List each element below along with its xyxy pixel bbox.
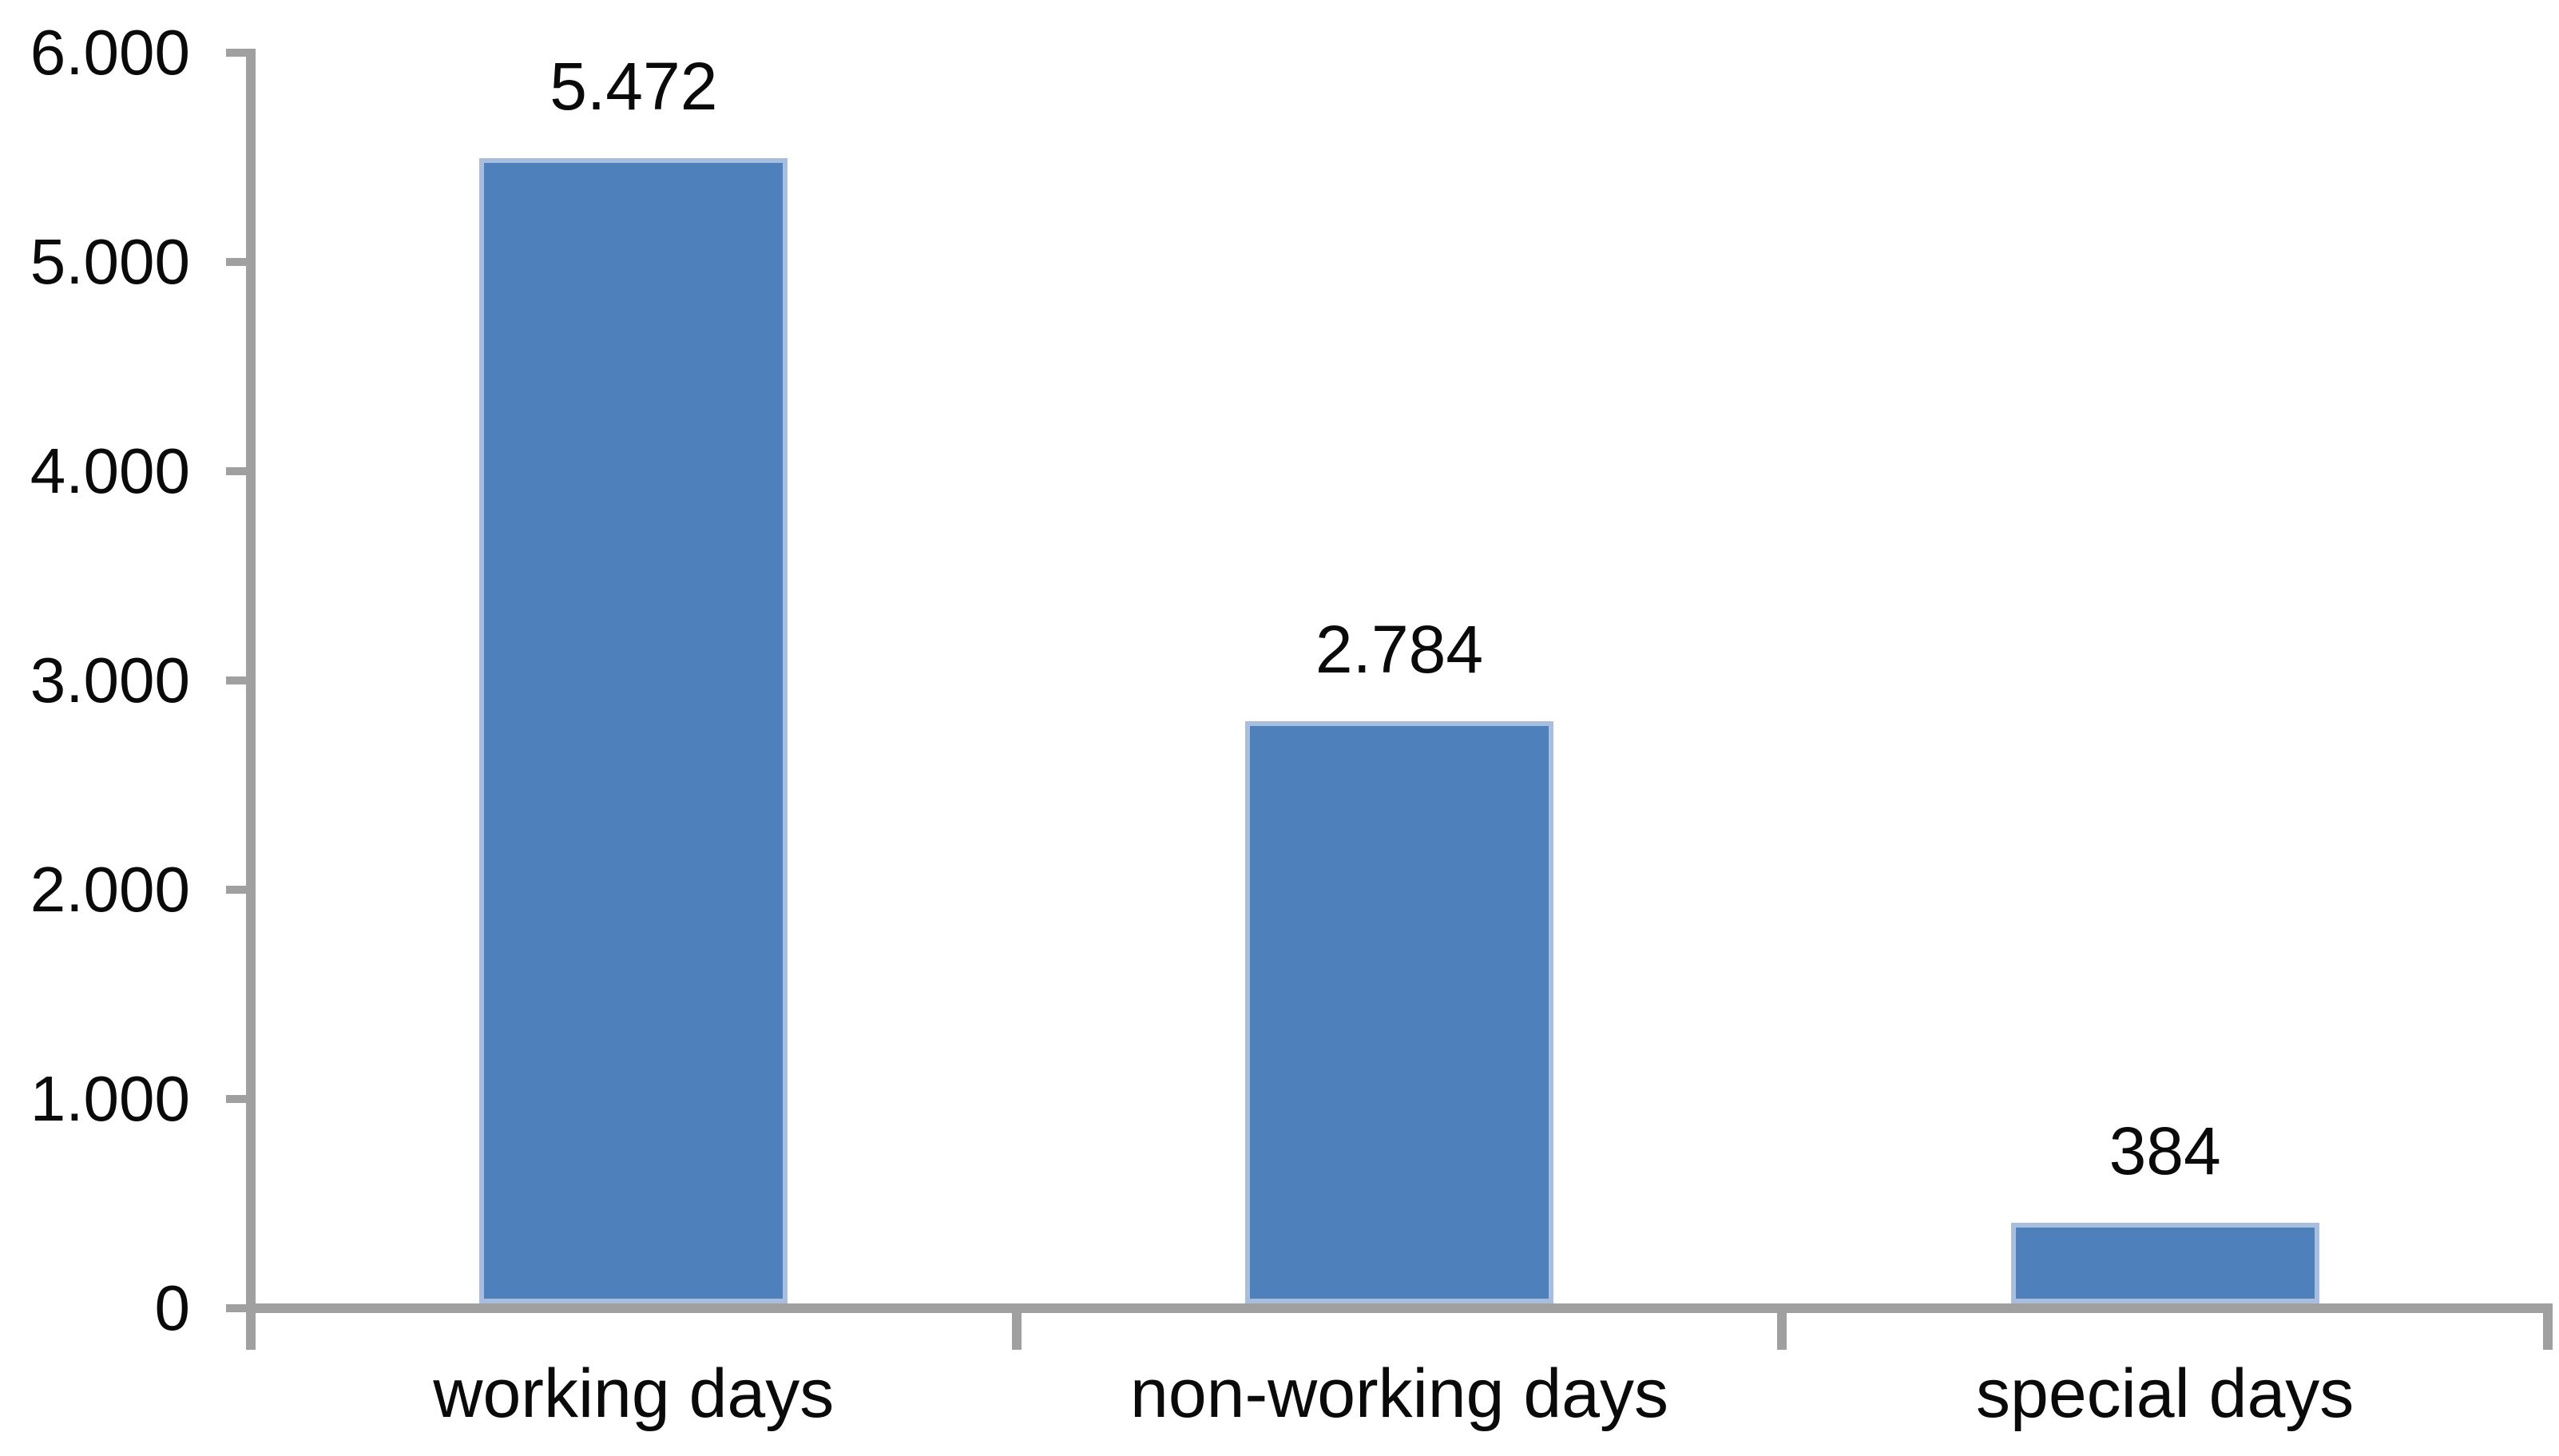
y-tick-mark (226, 676, 256, 684)
bar-value-label: 2.784 (1315, 612, 1484, 687)
y-tick-mark (226, 1304, 256, 1312)
y-tick-label: 1.000 (30, 1063, 190, 1134)
y-tick-label: 0 (154, 1272, 191, 1343)
bar-value-label: 5.472 (549, 49, 718, 124)
y-tick-mark (226, 1095, 256, 1103)
bar-value-label: 384 (2109, 1113, 2221, 1188)
x-tick-mark (246, 1303, 256, 1350)
bar (479, 158, 788, 1303)
x-tick-mark (1011, 1303, 1022, 1350)
y-tick-label: 3.000 (30, 645, 190, 716)
y-tick-label: 6.000 (30, 17, 190, 88)
y-tick-mark (226, 49, 256, 57)
y-tick-mark (226, 886, 256, 894)
bar (2010, 1223, 2319, 1303)
y-tick-mark (226, 258, 256, 266)
x-axis-line (246, 1303, 2553, 1313)
y-tick-label: 2.000 (30, 854, 190, 925)
x-category-label: working days (433, 1355, 835, 1432)
y-tick-label: 5.000 (30, 226, 190, 297)
x-category-label: special days (1976, 1355, 2355, 1432)
bar (1245, 721, 1553, 1303)
x-tick-mark (1777, 1303, 1787, 1350)
y-tick-label: 4.000 (30, 435, 190, 506)
x-category-label: non-working days (1129, 1355, 1669, 1432)
x-tick-mark (2543, 1303, 2553, 1350)
y-tick-mark (226, 467, 256, 475)
